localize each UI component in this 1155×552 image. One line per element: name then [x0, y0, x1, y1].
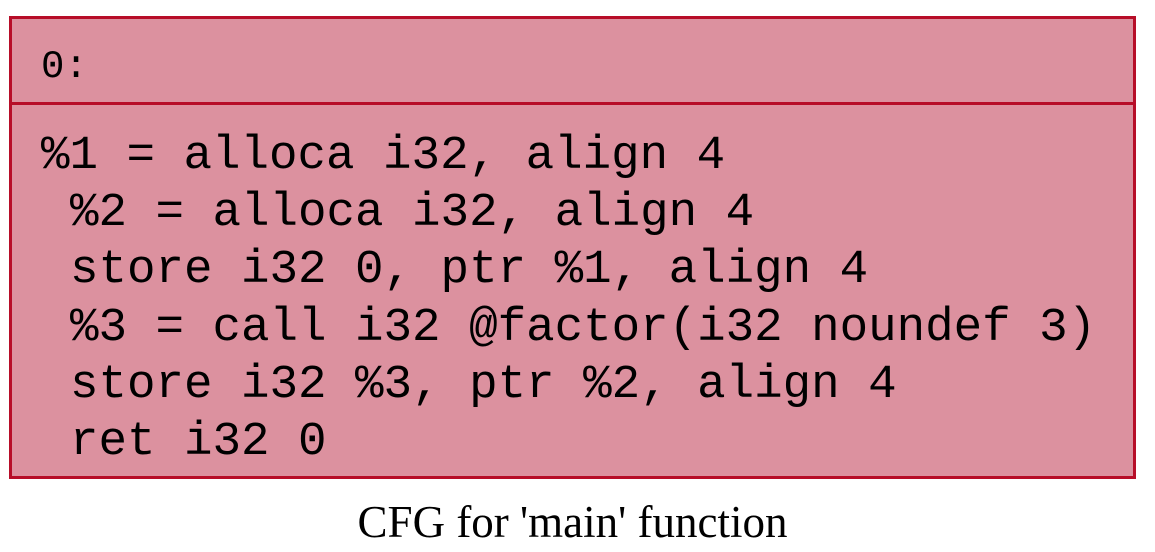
instruction-line: %3 = call i32 @factor(i32 noundef 3) — [70, 301, 1097, 355]
basic-block-header: 0: — [12, 19, 1133, 105]
basic-block-node: 0: %1 = alloca i32, align 4 %2 = alloca … — [9, 16, 1136, 479]
instruction-line: ret i32 0 — [70, 415, 327, 469]
instruction-line: %1 = alloca i32, align 4 — [41, 129, 726, 183]
instruction-line: store i32 %3, ptr %2, align 4 — [70, 358, 897, 412]
basic-block-label: 0: — [41, 45, 88, 89]
basic-block-body: %1 = alloca i32, align 4 %2 = alloca i32… — [12, 105, 1133, 476]
instruction-line: store i32 0, ptr %1, align 4 — [70, 243, 869, 297]
instruction-line: %2 = alloca i32, align 4 — [70, 186, 755, 240]
graph-caption: CFG for 'main' function — [357, 497, 788, 547]
